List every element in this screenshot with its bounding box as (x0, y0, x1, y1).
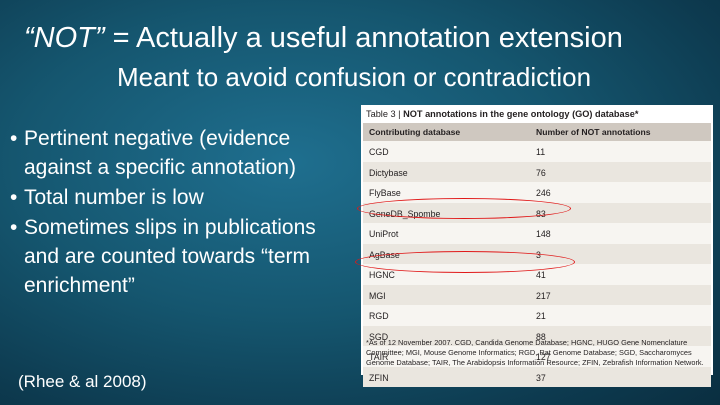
slide-title: “NOT” = Actually a useful annotation ext… (24, 20, 704, 56)
table-row: CGD 11 (363, 141, 711, 162)
cell-database: CGD (369, 147, 389, 157)
cell-database: MGI (369, 290, 386, 301)
cell-database: Dictybase (369, 167, 408, 178)
bullet-item: Pertinent negative (evidence against a s… (8, 124, 348, 182)
table-row: UniProt 148 (363, 223, 711, 244)
table-caption: Table 3 | NOT annotations in the gene on… (366, 109, 638, 119)
table-row: Dictybase 76 (363, 161, 711, 182)
table-caption-title: NOT annotations in the gene ontology (GO… (403, 109, 639, 119)
header-database: Contributing database (369, 127, 461, 137)
table-row: MGI 217 (363, 284, 711, 305)
table-row: TAIR 127 (363, 346, 711, 367)
slide-subtitle: Meant to avoid confusion or contradictio… (117, 62, 592, 92)
cell-database: RGD (369, 311, 389, 321)
cell-count: 88 (536, 331, 546, 342)
cell-count: 148 (536, 229, 551, 239)
highlight-oval-uniprot (357, 198, 571, 219)
not-annotations-table: Table 3 | NOT annotations in the gene on… (355, 105, 713, 387)
bullet-item: Sometimes slips in publications and are … (8, 213, 348, 300)
cell-database: UniProt (369, 229, 399, 239)
bullet-item: Total number is low (8, 183, 348, 212)
table-row: SGD 88 (363, 325, 711, 346)
cell-count: 11 (536, 147, 546, 157)
cell-database: ZFIN (369, 372, 389, 383)
citation: (Rhee & al 2008) (18, 372, 147, 391)
cell-count: 127 (536, 352, 551, 362)
header-count: Number of NOT annotations (536, 127, 651, 137)
table-header-row: Contributing database Number of NOT anno… (363, 123, 711, 141)
cell-count: 217 (536, 290, 551, 301)
cell-database: TAIR (369, 352, 389, 362)
bullet-list: Pertinent negative (evidence against a s… (8, 124, 348, 301)
table-footnote: *As of 12 November 2007. CGD, Candida Ge… (366, 338, 704, 367)
title-emphasis: “NOT” (24, 22, 105, 54)
cell-count: 246 (536, 188, 551, 198)
table-body: CGD 11 Dictybase 76 FlyBase 246 GeneDB_Spombe 8… (363, 141, 711, 387)
table-row: RGD 21 (363, 305, 711, 326)
cell-count: 37 (536, 372, 546, 383)
cell-database: FlyBase (369, 188, 401, 198)
title-rest: = Actually a useful annotation extension (104, 22, 623, 54)
cell-count: 41 (536, 270, 546, 280)
cell-count: 21 (536, 311, 546, 321)
highlight-oval-mgi (355, 251, 575, 273)
cell-database: HGNC (369, 270, 395, 280)
table-row: ZFIN 37 (363, 366, 711, 387)
cell-database: SGD (369, 331, 389, 342)
table-caption-prefix: Table 3 | (366, 109, 404, 119)
cell-count: 76 (536, 167, 546, 178)
